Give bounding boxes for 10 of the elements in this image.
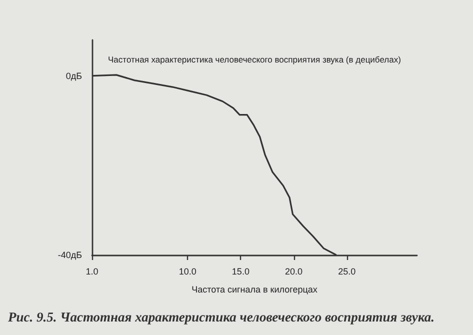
x-tick-label: 15.0 [232,266,250,276]
y-tick-label: -40дБ [58,250,82,260]
x-tick-label: 1.0 [86,266,98,276]
text: Рис. 9.5. Частотная характеристика человеческого восприятия звука. [8,310,435,324]
text: Частотная характеристика человеческого восприятия звука (в децибелах) [108,54,402,64]
x-tick-label: 10.0 [178,266,196,276]
x-axis-title: Частота сигнала в килогерцах [192,284,318,294]
x-tick-label: 20.0 [285,266,303,276]
y-tick-label: 0дБ [66,70,82,81]
x-tick-label: 25.0 [338,266,356,276]
